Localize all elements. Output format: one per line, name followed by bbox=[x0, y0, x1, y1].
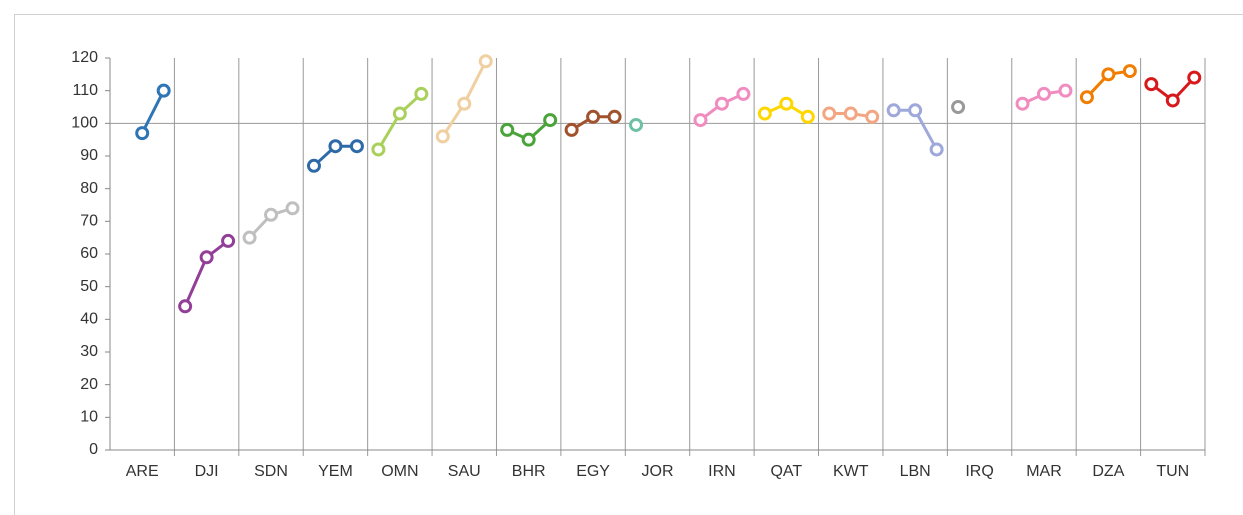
point bbox=[843, 106, 858, 121]
x-tick-label: SDN bbox=[254, 463, 288, 480]
point bbox=[178, 299, 193, 314]
x-tick-label: QAT bbox=[770, 463, 802, 480]
point bbox=[285, 201, 300, 216]
point bbox=[414, 86, 429, 101]
point bbox=[693, 113, 708, 128]
point bbox=[328, 139, 343, 154]
x-tick-label: SAU bbox=[448, 463, 481, 480]
point bbox=[1015, 96, 1030, 111]
point bbox=[199, 250, 214, 265]
y-tick-label: 60 bbox=[80, 245, 98, 262]
x-tick-label: YEM bbox=[318, 463, 353, 480]
point bbox=[607, 109, 622, 124]
point bbox=[457, 96, 472, 111]
x-tick-label: IRQ bbox=[965, 463, 993, 480]
point bbox=[135, 126, 150, 141]
x-tick-label: MAR bbox=[1026, 463, 1062, 480]
series-line bbox=[140, 89, 166, 134]
x-tick-label: BHR bbox=[512, 463, 546, 480]
point bbox=[478, 54, 493, 69]
point bbox=[1144, 77, 1159, 92]
y-tick-label: 110 bbox=[72, 82, 98, 99]
point bbox=[736, 86, 751, 101]
point bbox=[371, 142, 386, 157]
point bbox=[1058, 83, 1073, 98]
point bbox=[221, 233, 236, 248]
y-tick-label: 100 bbox=[71, 115, 98, 132]
y-tick-label: 120 bbox=[71, 49, 98, 66]
x-tick-label: OMN bbox=[381, 463, 418, 480]
point bbox=[951, 100, 966, 114]
point bbox=[886, 103, 901, 118]
x-tick-label: DJI bbox=[195, 463, 219, 480]
point bbox=[629, 117, 644, 132]
y-tick-label: 50 bbox=[80, 278, 98, 295]
point bbox=[500, 122, 515, 137]
y-tick-label: 10 bbox=[80, 409, 98, 426]
point bbox=[521, 132, 536, 147]
point bbox=[306, 158, 321, 173]
point bbox=[242, 230, 257, 245]
point bbox=[392, 106, 407, 121]
y-tick-label: 40 bbox=[80, 311, 98, 328]
x-tick-label: LBN bbox=[900, 463, 931, 480]
point bbox=[1187, 70, 1202, 85]
x-tick-label: DZA bbox=[1092, 463, 1124, 480]
point bbox=[435, 129, 450, 144]
point bbox=[1165, 93, 1180, 108]
chart-frame bbox=[14, 14, 1243, 515]
point bbox=[779, 96, 794, 111]
y-tick-label: 20 bbox=[80, 376, 98, 393]
x-tick-label: IRN bbox=[708, 463, 736, 480]
point bbox=[349, 139, 364, 154]
point bbox=[1122, 64, 1137, 79]
point bbox=[1101, 67, 1116, 82]
x-tick-label: EGY bbox=[576, 463, 610, 480]
x-tick-label: JOR bbox=[642, 463, 674, 480]
point bbox=[1036, 86, 1051, 101]
point bbox=[586, 109, 601, 124]
x-tick-label: TUN bbox=[1156, 463, 1189, 480]
y-tick-label: 90 bbox=[80, 147, 98, 164]
y-tick-label: 0 bbox=[89, 441, 98, 458]
point bbox=[1079, 90, 1094, 105]
point bbox=[543, 113, 558, 128]
y-tick-label: 30 bbox=[80, 343, 98, 360]
point bbox=[264, 207, 279, 222]
y-tick-label: 70 bbox=[80, 213, 98, 230]
point bbox=[714, 96, 729, 111]
point bbox=[156, 83, 171, 98]
point bbox=[908, 103, 923, 118]
point bbox=[929, 142, 944, 157]
series-line bbox=[377, 92, 423, 151]
x-tick-label: ARE bbox=[126, 463, 159, 480]
point bbox=[800, 109, 815, 124]
point bbox=[757, 106, 772, 121]
point bbox=[822, 106, 837, 121]
y-tick-label: 80 bbox=[80, 180, 98, 197]
point bbox=[564, 122, 579, 137]
x-tick-label: KWT bbox=[833, 463, 869, 480]
point bbox=[865, 109, 880, 124]
